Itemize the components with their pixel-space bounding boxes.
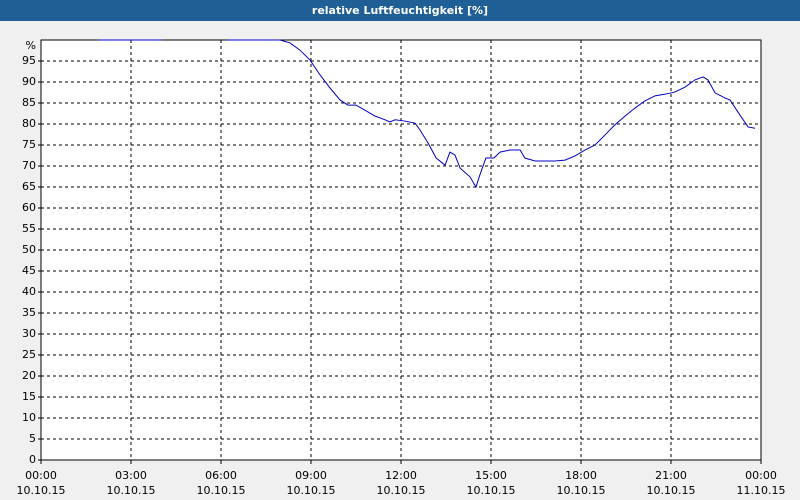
y-tick-label: 70: [22, 159, 36, 172]
y-tick-label: 45: [22, 264, 36, 277]
x-tick-date: 10.10.15: [17, 484, 66, 497]
y-tick-label: 15: [22, 390, 36, 403]
y-tick-label: 60: [22, 201, 36, 214]
x-tick-date: 10.10.15: [647, 484, 696, 497]
y-axis-label: %: [26, 39, 36, 52]
x-tick-label: 03:00: [115, 469, 147, 482]
y-tick-label: 5: [29, 432, 36, 445]
data-line: [98, 39, 756, 189]
y-tick-label: 50: [22, 243, 36, 256]
x-tick-date: 10.10.15: [467, 484, 516, 497]
y-tick-label: 65: [22, 180, 36, 193]
chart-title: relative Luftfeuchtigkeit [%]: [312, 4, 488, 17]
y-tick-label: 75: [22, 138, 36, 151]
x-tick-label: 00:00: [745, 469, 777, 482]
y-tick-label: 40: [22, 285, 36, 298]
x-tick-label: 18:00: [565, 469, 597, 482]
x-tick-label: 15:00: [475, 469, 507, 482]
y-tick-label: 10: [22, 411, 36, 424]
x-tick-label: 12:00: [385, 469, 417, 482]
x-tick-date: 10.10.15: [287, 484, 336, 497]
y-tick-label: 85: [22, 96, 36, 109]
y-tick-label: 35: [22, 306, 36, 319]
x-tick-date: 10.10.15: [377, 484, 426, 497]
x-tick-label: 00:00: [25, 469, 57, 482]
y-tick-label: 95: [22, 54, 36, 67]
y-tick-label: 30: [22, 327, 36, 340]
x-tick-date: 10.10.15: [557, 484, 606, 497]
y-tick-label: 80: [22, 117, 36, 130]
x-tick-date: 11.10.15: [737, 484, 786, 497]
x-tick-label: 09:00: [295, 469, 327, 482]
y-tick-label: 20: [22, 369, 36, 382]
y-tick-label: 0: [29, 453, 36, 466]
title-bar: [0, 0, 800, 21]
y-tick-label: 90: [22, 75, 36, 88]
x-tick-date: 10.10.15: [107, 484, 156, 497]
y-tick-label: 25: [22, 348, 36, 361]
x-tick-label: 06:00: [205, 469, 237, 482]
x-tick-date: 10.10.15: [197, 484, 246, 497]
x-tick-label: 21:00: [655, 469, 687, 482]
y-tick-label: 55: [22, 222, 36, 235]
